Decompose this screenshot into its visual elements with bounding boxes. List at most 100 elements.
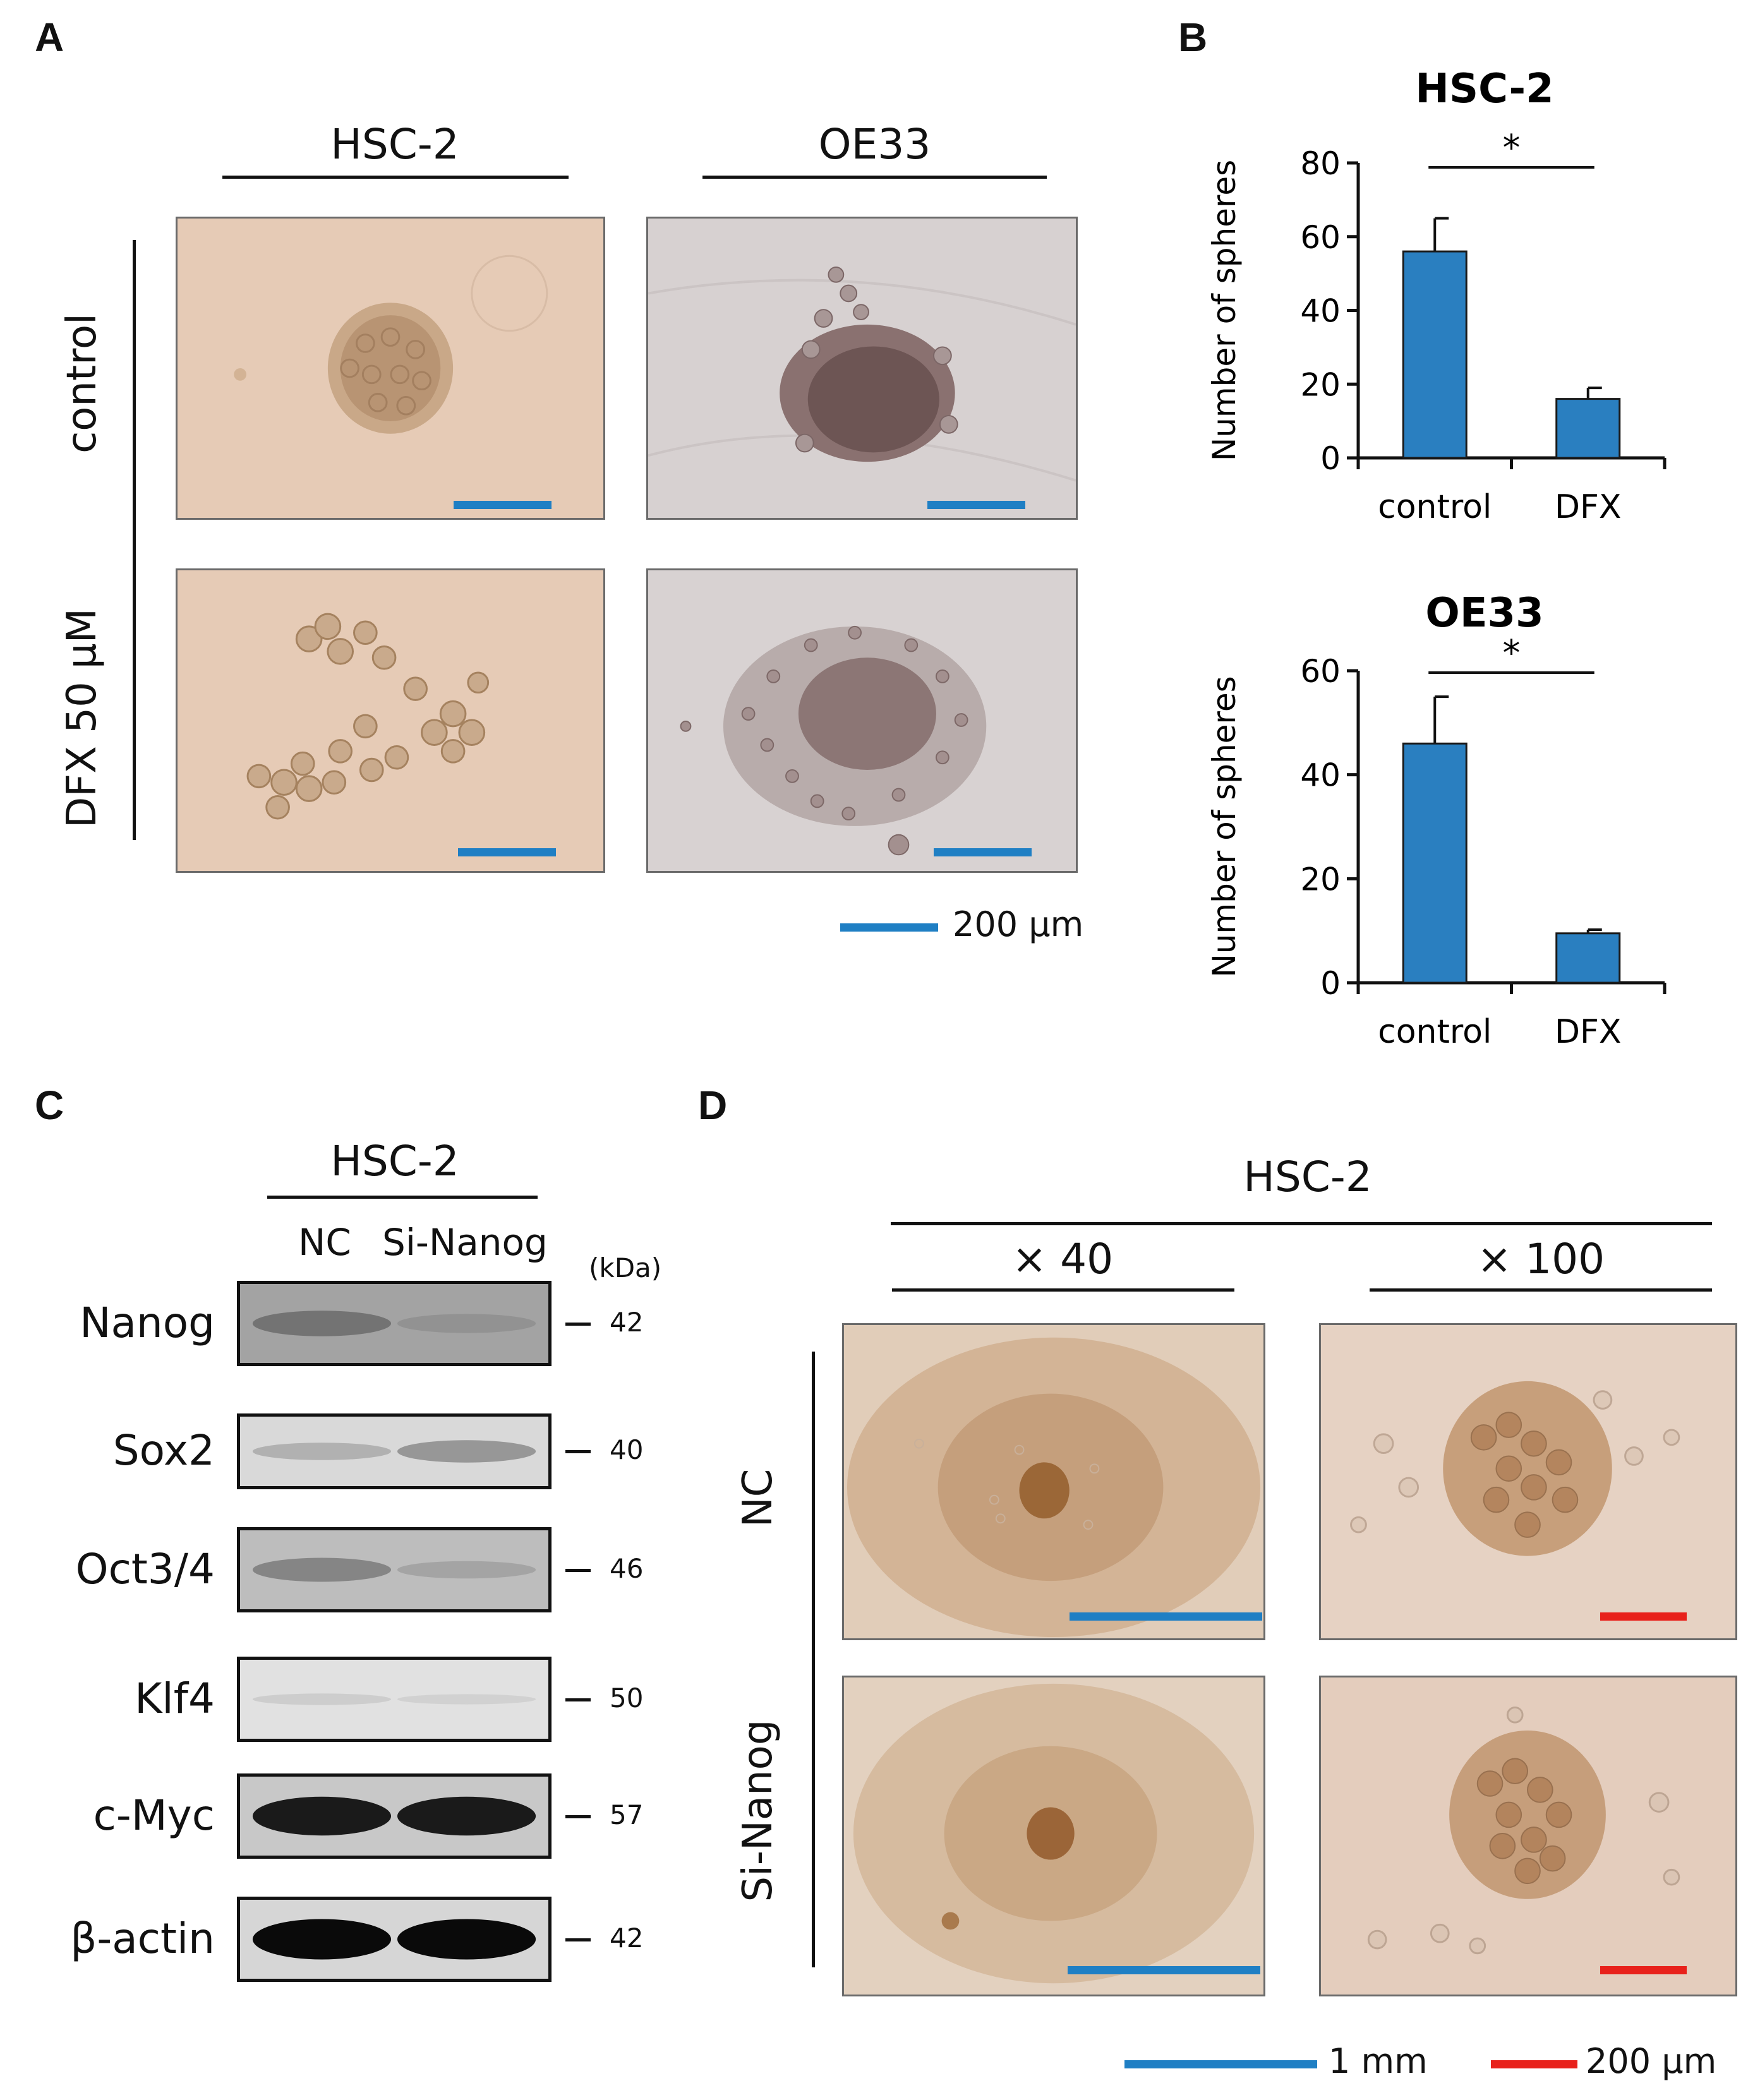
mw-label-3: 50 <box>610 1682 644 1713</box>
blot-label-0: Nanog <box>80 1298 215 1347</box>
scale-legend-bar-1mm <box>1124 2060 1317 2068</box>
bar-0-1 <box>1555 398 1621 459</box>
panel-a-row-label-control: control <box>59 313 105 453</box>
panel-c-title-line <box>267 1196 538 1199</box>
x-tick-label-1-1: DFX <box>1555 1013 1622 1051</box>
band-0-0 <box>252 1311 392 1336</box>
bar-1-1 <box>1555 932 1621 984</box>
band-1-0 <box>252 1443 392 1460</box>
lane-label-si-nanog: Si-Nanog <box>382 1221 548 1264</box>
panel-d-mag-100: × 100 <box>1476 1235 1605 1283</box>
mw-tick-1 <box>565 1450 591 1453</box>
bar-1-0 <box>1402 742 1468 984</box>
micrograph-hsc2-dfx <box>176 568 605 873</box>
panel-a-header-line-hsc2 <box>222 176 569 179</box>
panel-d-label: D <box>698 1083 728 1128</box>
chart-ylabel-1: Number of spheres <box>1206 676 1243 977</box>
panel-c-label: C <box>35 1083 64 1128</box>
blot-label-4: c-Myc <box>93 1791 215 1840</box>
panel-d-row-label-si-nanog: Si-Nanog <box>735 1719 781 1902</box>
lane-label-nc: NC <box>298 1221 351 1264</box>
mw-tick-0 <box>565 1322 591 1326</box>
y-tick-label-0-3: 60 <box>1300 219 1341 256</box>
blot-3 <box>237 1657 552 1742</box>
panel-a-col-header-hsc2: HSC-2 <box>330 120 459 169</box>
scale-bar-d3 <box>1068 1966 1260 1974</box>
mw-tick-5 <box>565 1938 591 1941</box>
band-4-1 <box>397 1796 536 1836</box>
y-tick-label-1-0: 0 <box>1320 965 1341 1002</box>
blot-label-1: Sox2 <box>112 1426 215 1475</box>
band-2-0 <box>252 1557 392 1582</box>
scale-bar-d4 <box>1600 1966 1687 1974</box>
panel-d-row-divider <box>812 1352 815 1967</box>
blot-label-2: Oct3/4 <box>75 1544 215 1593</box>
x-tick-label-1-0: control <box>1378 1013 1492 1051</box>
band-3-1 <box>397 1694 536 1705</box>
mw-unit-label: (kDa) <box>589 1252 662 1283</box>
band-5-0 <box>252 1919 392 1960</box>
bar-0-0 <box>1402 250 1468 459</box>
panel-d-title: HSC-2 <box>1243 1153 1372 1201</box>
significance-mark-1: * <box>1503 633 1521 674</box>
mw-label-5: 42 <box>610 1922 644 1953</box>
panel-a-row-label-dfx: DFX 50 μM <box>59 608 105 828</box>
blot-label-3: Klf4 <box>135 1674 215 1723</box>
micrograph-oe33-dfx <box>646 568 1078 873</box>
band-2-1 <box>397 1561 536 1579</box>
micrograph-nc-x40 <box>842 1323 1265 1640</box>
y-tick-label-0-4: 80 <box>1300 145 1341 182</box>
blot-2 <box>237 1527 552 1612</box>
chart-hsc2-spheres: HSC-2 Number of spheres 0 20 40 60 80 control DF… <box>1200 51 1706 549</box>
band-4-0 <box>252 1796 392 1836</box>
y-tick-label-1-2: 40 <box>1300 757 1341 794</box>
panel-a-col-header-oe33: OE33 <box>818 120 931 169</box>
y-tick-label-1-3: 60 <box>1300 653 1341 690</box>
y-tick-label-0-2: 40 <box>1300 293 1341 330</box>
micrograph-nc-x100 <box>1319 1323 1737 1640</box>
blot-0 <box>237 1281 552 1366</box>
blot-1 <box>237 1413 552 1489</box>
scale-bar-a2 <box>927 501 1025 509</box>
scale-legend-bar-a <box>840 923 938 932</box>
scale-bar-d1 <box>1070 1612 1262 1621</box>
band-3-0 <box>252 1693 392 1705</box>
scale-bar-d2 <box>1600 1612 1687 1621</box>
panel-d-mag-100-line <box>1370 1288 1712 1292</box>
mw-label-4: 57 <box>610 1799 644 1830</box>
panel-a-label: A <box>35 15 64 60</box>
chart-oe33-spheres: OE33 Number of spheres 0 20 40 60 control DFX * <box>1200 575 1706 1080</box>
panel-a-row-divider <box>133 240 136 840</box>
panel-b-label: B <box>1178 15 1208 60</box>
band-0-1 <box>397 1314 536 1333</box>
x-tick-label-0-0: control <box>1378 488 1492 526</box>
mw-label-0: 42 <box>610 1306 644 1338</box>
micrograph-hsc2-control <box>176 217 605 520</box>
band-5-1 <box>397 1919 536 1960</box>
y-tick-label-1-1: 20 <box>1300 861 1341 897</box>
micrograph-oe33-control <box>646 217 1078 520</box>
panel-d-row-label-nc: NC <box>735 1468 781 1528</box>
chart-title-1: OE33 <box>1425 590 1543 637</box>
panel-a-header-line-oe33 <box>702 176 1047 179</box>
mw-tick-2 <box>565 1568 591 1572</box>
panel-d-mag-40: × 40 <box>1011 1235 1114 1283</box>
band-1-1 <box>397 1440 536 1463</box>
mw-label-1: 40 <box>610 1434 644 1465</box>
mw-label-2: 46 <box>610 1552 644 1584</box>
chart-ylabel-0: Number of spheres <box>1206 160 1243 461</box>
scale-bar-a3 <box>458 848 556 856</box>
y-tick-label-0-1: 20 <box>1300 366 1341 403</box>
scale-legend-label-a: 200 μm <box>953 904 1084 944</box>
blot-5 <box>237 1897 552 1982</box>
scale-legend-label-200um: 200 μm <box>1586 2041 1717 2081</box>
blot-label-5: β-actin <box>70 1914 215 1963</box>
scale-bar-a1 <box>454 501 552 509</box>
x-tick-label-0-1: DFX <box>1555 488 1622 526</box>
mw-tick-3 <box>565 1698 591 1701</box>
mw-tick-4 <box>565 1815 591 1818</box>
significance-mark-0: * <box>1503 128 1521 169</box>
panel-d-title-line <box>891 1222 1712 1225</box>
micrograph-si-nanog-x40 <box>842 1676 1265 1996</box>
scale-legend-label-1mm: 1 mm <box>1329 2041 1428 2081</box>
